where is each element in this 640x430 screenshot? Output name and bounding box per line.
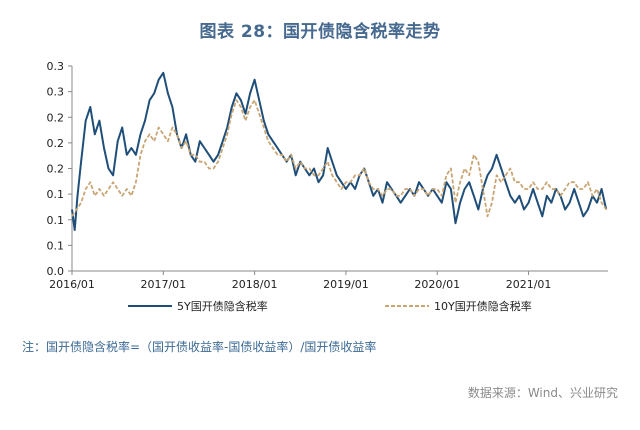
y-tick-label: 0.1 bbox=[47, 214, 65, 227]
series-line-10y bbox=[71, 99, 607, 218]
x-tick-label: 2017/01 bbox=[140, 278, 186, 291]
x-tick-label: 2020/01 bbox=[414, 278, 460, 291]
series-line-5y bbox=[71, 71, 608, 231]
y-axis: 0.3 0.3 0.2 0.2 0.2 0.1 0.1 0.1 0.0 bbox=[47, 60, 73, 278]
y-tick-label: 0.2 bbox=[47, 163, 65, 176]
y-tick-label: 0.0 bbox=[47, 265, 65, 278]
x-axis: 2016/01 2017/01 2018/01 2019/01 2020/01 2021/… bbox=[49, 270, 608, 291]
x-tick-label: 2021/01 bbox=[506, 278, 552, 291]
y-tick-label: 0.3 bbox=[47, 60, 65, 73]
x-tick-label: 2016/01 bbox=[49, 278, 95, 291]
legend: 5Y国开债隐含税率 10Y国开债隐含税率 bbox=[128, 299, 532, 313]
series-lines bbox=[71, 71, 608, 231]
legend-label: 10Y国开债隐含税率 bbox=[434, 299, 532, 313]
chart-title: 图表 28：国开债隐含税率走势 bbox=[199, 22, 441, 42]
y-tick-label: 0.1 bbox=[47, 188, 65, 201]
y-tick-label: 0.1 bbox=[47, 239, 65, 252]
y-tick-label: 0.2 bbox=[47, 137, 65, 150]
legend-label: 5Y国开债隐含税率 bbox=[177, 299, 268, 313]
x-tick-label: 2018/01 bbox=[232, 278, 278, 291]
y-tick-label: 0.2 bbox=[47, 111, 65, 124]
footnote: 注：国开债隐含税率=（国开债收益率-国债收益率）/国开债收益率 bbox=[22, 340, 377, 354]
data-source: 数据来源：Wind、兴业研究 bbox=[467, 386, 618, 400]
x-tick-label: 2019/01 bbox=[323, 278, 369, 291]
y-tick-label: 0.3 bbox=[47, 86, 65, 99]
